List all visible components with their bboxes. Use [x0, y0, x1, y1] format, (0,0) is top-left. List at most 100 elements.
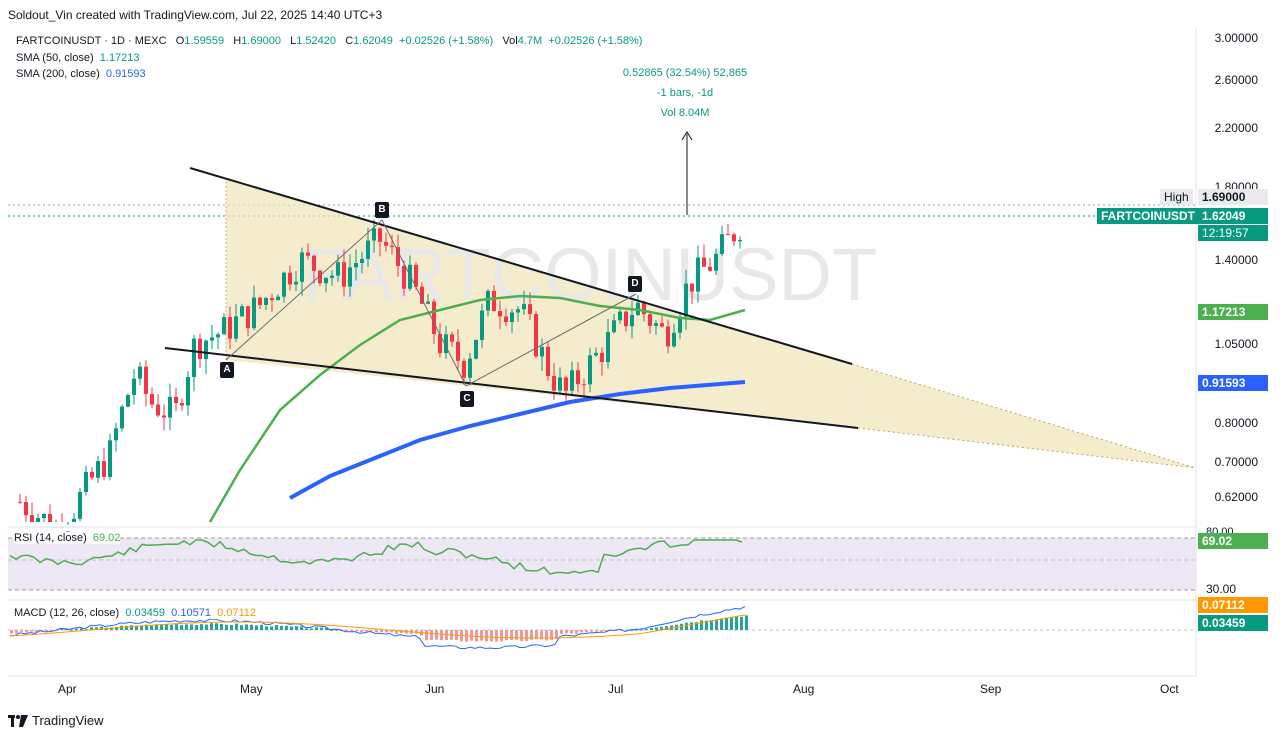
point-c-label[interactable]: C [460, 391, 474, 407]
macd-bar [310, 628, 313, 630]
candle-body [420, 286, 424, 304]
macd-bar [10, 630, 13, 634]
macd-hist-tag: 0.03459 [1198, 615, 1268, 631]
macd-bar [95, 627, 98, 630]
candle-body [276, 296, 280, 301]
candle-body [228, 317, 232, 339]
sma200-legend[interactable]: SMA (200, close) 0.91593 [16, 68, 146, 80]
candle-body [714, 253, 718, 271]
macd-bar [635, 629, 638, 631]
rsi-legend[interactable]: RSI (14, close) 69.02 [14, 532, 121, 544]
wedge-upper-trendline[interactable] [189, 167, 853, 365]
sma50-legend[interactable]: SMA (50, close) 1.17213 [16, 52, 140, 64]
macd-bar [695, 622, 698, 630]
time-tick-label: Apr [58, 682, 77, 696]
point-d-label[interactable]: D [628, 276, 642, 292]
macd-bar [230, 624, 233, 630]
candle-body [270, 297, 274, 301]
point-a-label[interactable]: A [220, 362, 234, 378]
point-b-label[interactable]: B [375, 202, 389, 218]
macd-bar [350, 630, 353, 632]
macd-bar [295, 626, 298, 630]
candle-body [672, 332, 676, 347]
tradingview-footer[interactable]: TradingView [8, 713, 104, 728]
open-label: O [175, 35, 185, 47]
macd-bar [390, 630, 393, 633]
macd-bar [80, 628, 83, 630]
candle-body [102, 461, 106, 477]
candle-body [156, 404, 160, 416]
macd-hist-value: 0.03459 [125, 607, 166, 619]
candle-body [552, 376, 556, 391]
candle-body [402, 266, 406, 289]
candle-body [624, 311, 628, 327]
macd-bar [270, 626, 273, 630]
candle-body [630, 315, 634, 327]
candle-body [612, 320, 616, 333]
price-tick-label: 2.60000 [1214, 72, 1258, 87]
candle-body [30, 515, 34, 522]
volume-value: 4.7M [517, 35, 543, 47]
candle-body [258, 297, 262, 305]
macd-histogram [10, 615, 748, 642]
macd-bar [520, 630, 523, 642]
candle-body [390, 245, 394, 248]
candle-body [690, 283, 694, 292]
candle-body [264, 297, 268, 305]
macd-signal-value: 0.07112 [217, 607, 257, 619]
candle-body [588, 355, 592, 385]
macd-bar [720, 619, 723, 630]
macd-bar [685, 622, 688, 630]
candle-body [18, 501, 22, 503]
candle-body [240, 306, 244, 317]
candle-body [516, 309, 520, 313]
rsi-axis-bottom: 30.00 [1206, 582, 1237, 596]
candle-body [540, 346, 544, 357]
macd-bar [185, 624, 188, 630]
wedge-projection-fill [852, 364, 1196, 468]
price-tick-label: 0.70000 [1214, 454, 1258, 469]
macd-bar [145, 624, 148, 630]
macd-bar [165, 624, 168, 630]
macd-bar [45, 630, 48, 632]
candle-body [192, 338, 196, 377]
macd-bar [575, 630, 578, 634]
candle-body [426, 301, 430, 304]
time-tick-label: Jul [608, 682, 624, 696]
macd-bar [190, 624, 193, 630]
measure-bars: -1 bars, -1d [656, 87, 714, 99]
macd-bar [425, 630, 428, 641]
macd-bar [250, 624, 253, 630]
candle-body [378, 228, 382, 242]
macd-bar [100, 626, 103, 630]
candle-body [654, 323, 658, 326]
macd-bar [195, 624, 198, 630]
candle-body [90, 471, 94, 478]
candle-body [546, 346, 550, 377]
candle-body [432, 301, 436, 334]
macd-bar [15, 630, 18, 634]
candle-body [132, 378, 136, 395]
sma200-line [289, 380, 746, 500]
macd-bar [570, 630, 573, 634]
candle-body [408, 264, 412, 289]
candle-body [342, 262, 346, 287]
macd-bar [115, 626, 118, 630]
time-tick-label: May [240, 682, 263, 696]
macd-bar [25, 630, 28, 633]
wedge-lower-trendline[interactable] [164, 347, 859, 429]
macd-legend[interactable]: MACD (12, 26, close) 0.03459 0.10571 0.0… [14, 607, 257, 619]
symbol-label[interactable]: FARTCOINUSDT · 1D · MEXC [16, 35, 167, 47]
candle-body [126, 394, 130, 407]
candle-body [570, 370, 574, 391]
macd-bar [370, 630, 373, 631]
macd-bar [730, 617, 733, 630]
macd-bar [490, 630, 493, 642]
candle-body [726, 234, 730, 236]
ohlc-legend[interactable]: FARTCOINUSDT · 1D · MEXC O1.59559 H1.690… [16, 35, 642, 47]
tradingview-brand: TradingView [32, 713, 104, 728]
macd-bar [260, 624, 263, 630]
candle-body [558, 377, 562, 391]
candle-body [474, 339, 478, 359]
